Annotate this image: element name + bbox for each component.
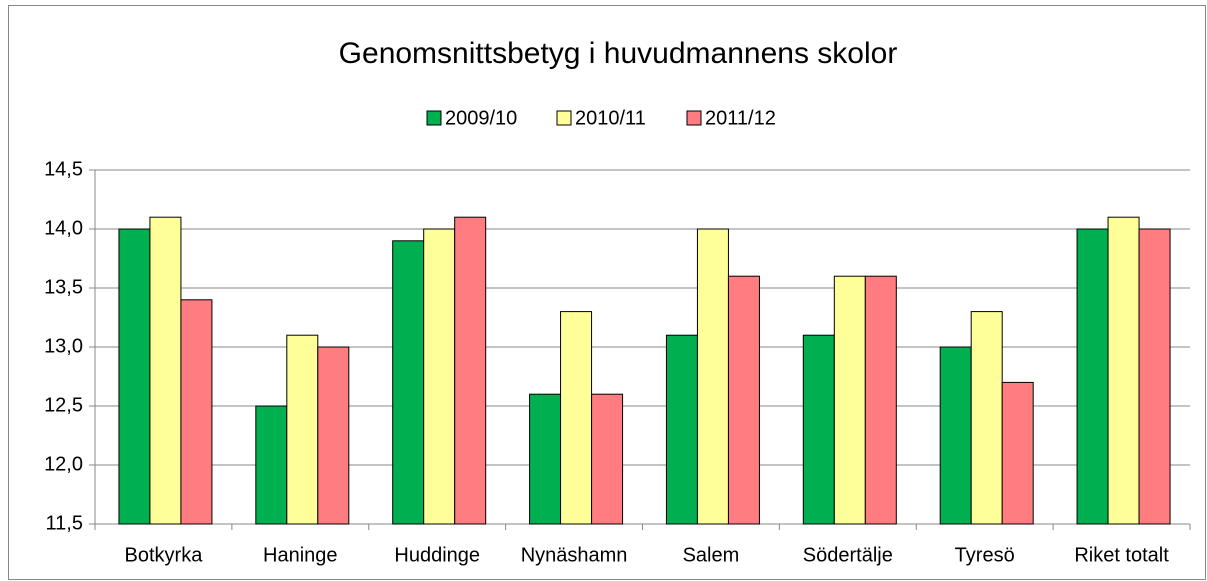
bar (255, 405, 288, 525)
legend-label: 2009/10 (445, 107, 517, 129)
y-tick-label: 14,0 (44, 217, 83, 239)
bar (1076, 228, 1109, 525)
y-tick-label: 11,5 (46, 512, 83, 534)
bar (802, 334, 835, 525)
x-tick-label: Nynäshamn (521, 544, 628, 566)
bar (392, 240, 425, 525)
y-tick-label: 12,0 (44, 453, 83, 475)
bar (529, 393, 562, 525)
bar (939, 346, 972, 525)
bar (833, 275, 866, 525)
bar (591, 393, 624, 525)
legend-swatch (556, 110, 572, 126)
legend-swatch (426, 110, 442, 126)
bar (864, 275, 897, 525)
chart-title: Genomsnittsbetyg i huvudmannens skolor (339, 37, 898, 70)
bar (1107, 216, 1140, 525)
bar (180, 299, 213, 525)
bar (665, 334, 698, 525)
bar (1001, 381, 1034, 525)
bar (423, 228, 456, 525)
legend-swatch (686, 110, 702, 126)
bar (1138, 228, 1171, 525)
legend-label: 2011/12 (705, 107, 776, 129)
x-tick-label: Huddinge (394, 544, 480, 566)
bar (149, 216, 182, 525)
bar (696, 228, 729, 525)
x-tick-label: Botkyrka (125, 544, 204, 566)
y-tick-label: 12,5 (44, 394, 83, 416)
bar (727, 275, 760, 525)
y-tick-label: 13,5 (44, 276, 83, 298)
x-tick-label: Tyresö (955, 544, 1015, 566)
bar (118, 228, 151, 525)
x-tick-label: Haninge (263, 544, 338, 566)
x-tick-label: Södertälje (803, 544, 893, 566)
bar (970, 311, 1003, 525)
bar (286, 334, 319, 525)
x-tick-label: Salem (683, 544, 740, 566)
bar (454, 216, 487, 525)
x-tick-label: Riket totalt (1074, 544, 1169, 566)
y-tick-label: 13,0 (44, 335, 83, 357)
legend-label: 2010/11 (575, 107, 646, 129)
y-tick-label: 14,5 (44, 158, 83, 180)
bar (317, 346, 350, 525)
bar (560, 311, 593, 525)
